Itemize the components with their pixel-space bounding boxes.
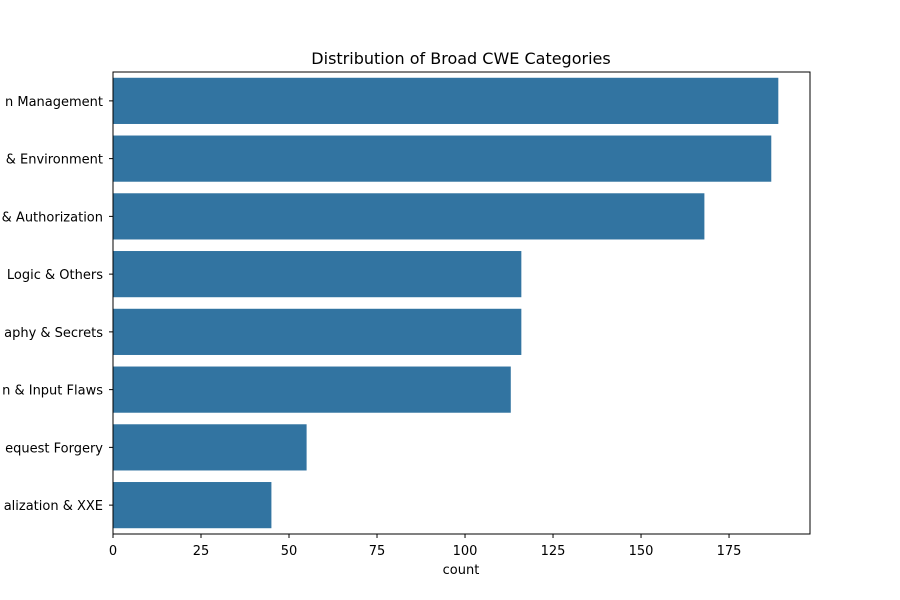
bar (113, 193, 705, 240)
x-tick-label: 175 (717, 544, 742, 559)
y-tick-label: aphy & Secrets (4, 326, 103, 341)
plot-frame (112, 71, 811, 535)
x-tick-label: 75 (369, 544, 386, 559)
x-axis: 0 25 50 75 100 125 150 175 (109, 534, 742, 559)
bar (113, 308, 522, 355)
bar (113, 251, 522, 298)
chart-title: Distribution of Broad CWE Categories (311, 49, 610, 68)
x-tick-label: 100 (453, 544, 478, 559)
y-tick-label: Logic & Others (7, 268, 103, 283)
bar (113, 77, 779, 124)
y-tick-label: & Authorization (2, 210, 103, 225)
x-tick-label: 50 (281, 544, 298, 559)
x-tick-label: 125 (541, 544, 566, 559)
y-tick-label: equest Forgery (5, 441, 103, 456)
bars-group (113, 77, 779, 529)
bar (113, 135, 772, 182)
x-tick-label: 0 (109, 544, 117, 559)
y-tick-label: alization & XXE (4, 499, 103, 514)
y-tick-label: n Management (5, 95, 103, 110)
bar (113, 482, 272, 529)
y-axis: n Management & Environment & Authorization… (2, 95, 113, 514)
y-tick-label: n & Input Flaws (2, 384, 103, 399)
x-axis-label: count (443, 563, 480, 578)
x-tick-label: 25 (193, 544, 210, 559)
x-tick-label: 150 (629, 544, 654, 559)
y-tick-label: & Environment (6, 153, 103, 168)
bar (113, 424, 307, 471)
bar (113, 366, 511, 413)
